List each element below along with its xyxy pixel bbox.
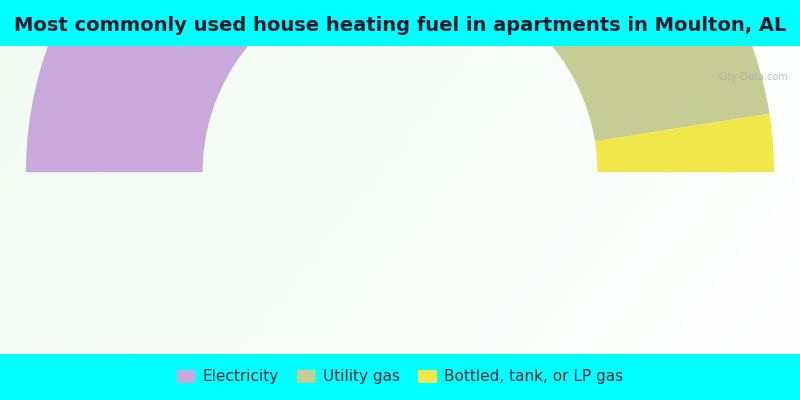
Wedge shape [26,0,665,172]
Text: Most commonly used house heating fuel in apartments in Moulton, AL: Most commonly used house heating fuel in… [14,16,786,35]
Legend: Electricity, Utility gas, Bottled, tank, or LP gas: Electricity, Utility gas, Bottled, tank,… [170,363,630,391]
Text: City-Data.com: City-Data.com [718,72,788,82]
Wedge shape [539,0,770,141]
Wedge shape [595,114,774,172]
